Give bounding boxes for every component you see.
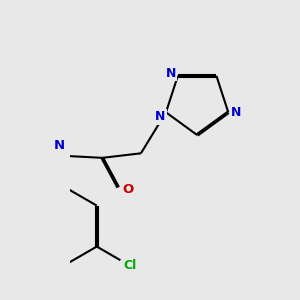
Text: N: N bbox=[231, 106, 242, 119]
Text: Cl: Cl bbox=[124, 259, 137, 272]
Text: N: N bbox=[53, 139, 64, 152]
Text: N: N bbox=[166, 67, 176, 80]
Text: O: O bbox=[123, 183, 134, 196]
Text: N: N bbox=[155, 110, 166, 123]
